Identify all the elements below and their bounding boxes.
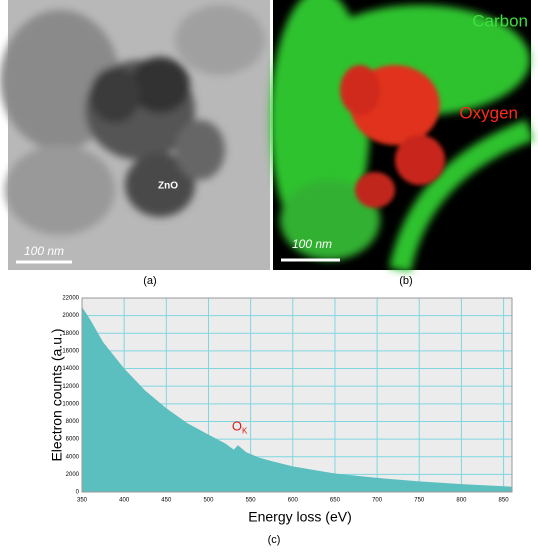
y-tick-label: 16000 [62, 348, 79, 354]
panel-label: (c) [268, 534, 281, 546]
x-tick-label: 700 [372, 498, 383, 504]
annotation: OK [232, 419, 248, 436]
panel-label: (a) [143, 275, 156, 287]
y-tick-label: 4000 [66, 454, 80, 460]
element-label: Carbon [472, 11, 528, 30]
x-tick-label: 750 [414, 498, 425, 504]
x-tick-label: 550 [246, 498, 257, 504]
x-tick-label: 850 [499, 498, 510, 504]
annotation-subscript: K [242, 427, 248, 436]
particles [0, 5, 265, 235]
x-tick-label: 800 [456, 498, 467, 504]
y-tick-label: 2000 [66, 472, 80, 478]
eds-map: Carbon Oxygen 100 nm [270, 0, 534, 273]
x-tick-label: 650 [330, 498, 341, 504]
x-tick-label: 600 [288, 498, 299, 504]
y-tick-label: 10000 [62, 401, 79, 407]
y-tick-label: 20000 [62, 313, 79, 319]
chart: 0 2000 4000 6000 8000 10000 12000 14000 16000 180… [62, 296, 513, 504]
y-tick-label: 0 [76, 490, 80, 496]
plot-frame [81, 297, 513, 493]
x-axis-label: Energy loss (eV) [248, 509, 351, 525]
y-tick-label: 14000 [62, 366, 79, 372]
oxygen-map [340, 65, 445, 208]
y-tick-label: 8000 [66, 419, 80, 425]
panel-label: (b) [399, 275, 412, 287]
area [82, 306, 512, 492]
y-axis-label: Electron counts (a.u.) [49, 328, 65, 461]
y-tick-label: 22000 [62, 296, 79, 302]
scale-label: 100 nm [292, 237, 332, 251]
annotation-text: O [232, 419, 242, 434]
y-tick-label: 6000 [66, 437, 80, 443]
scale-label: 100 nm [24, 244, 64, 258]
particle-label: ZnO [158, 181, 178, 192]
x-tick-label: 350 [77, 498, 88, 504]
y-tick-label: 18000 [62, 331, 79, 337]
x-tick-label: 500 [203, 498, 214, 504]
x-tick-label: 450 [161, 498, 172, 504]
y-tick-label: 12000 [62, 384, 79, 390]
tem-image: ZnO 100 nm [0, 0, 270, 270]
element-label: Oxygen [459, 103, 518, 122]
x-tick-label: 400 [119, 498, 130, 504]
